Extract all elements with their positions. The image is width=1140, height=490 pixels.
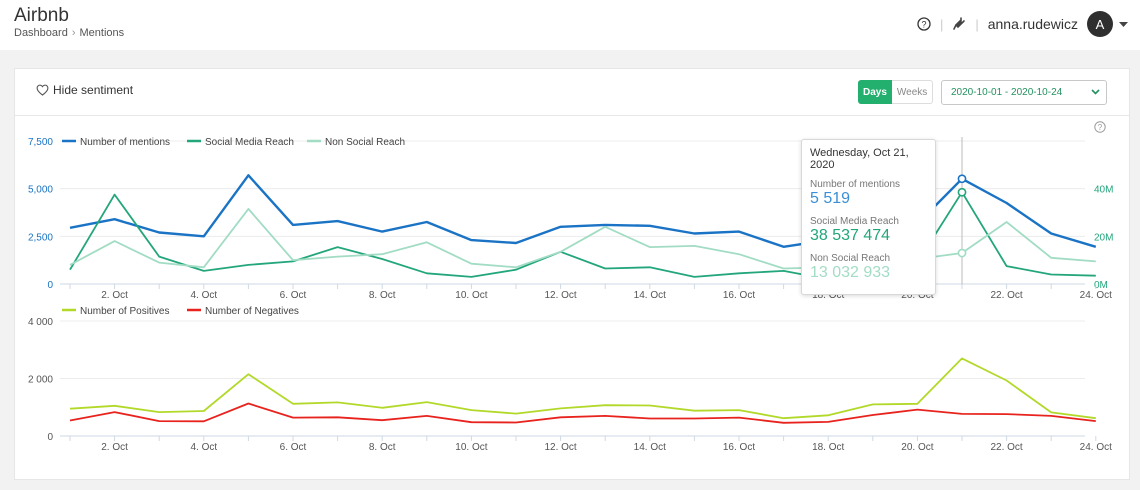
weeks-button[interactable]: Weeks bbox=[891, 80, 934, 104]
top-x-tick-label: 10. Oct bbox=[455, 290, 487, 301]
divider: | bbox=[939, 16, 944, 32]
svg-text:?: ? bbox=[1098, 123, 1103, 132]
top-y-tick-label: 5,000 bbox=[28, 185, 53, 196]
bottom-x-tick-label: 18. Oct bbox=[812, 442, 844, 453]
tooltip-label-mentions: Number of mentions bbox=[810, 179, 901, 190]
bottom-series-line-1 bbox=[69, 402, 1096, 424]
divider: | bbox=[975, 16, 979, 32]
plug-icon[interactable] bbox=[948, 13, 970, 35]
top-x-tick-label: 12. Oct bbox=[544, 290, 576, 301]
bottom-x-tick-label: 12. Oct bbox=[544, 442, 576, 453]
period-switch: Days Weeks bbox=[858, 80, 934, 104]
top-legend-label: Number of mentions bbox=[80, 137, 170, 148]
breadcrumb-separator: › bbox=[71, 27, 76, 39]
bottom-x-tick-label: 2. Oct bbox=[101, 442, 128, 453]
bottom-y-tick-label: 0 bbox=[47, 432, 53, 443]
tooltip-value-social: 38 537 474 bbox=[810, 227, 891, 244]
top-x-tick-label: 24. Oct bbox=[1080, 290, 1112, 301]
top-x-tick-label: 2. Oct bbox=[101, 290, 128, 301]
user-area: ? | | anna.rudewicz A bbox=[913, 10, 1128, 38]
top-legend-label: Non Social Reach bbox=[325, 137, 405, 148]
bottom-legend-label: Number of Positives bbox=[80, 306, 169, 317]
top-x-tick-label: 16. Oct bbox=[723, 290, 755, 301]
tooltip-date: Wednesday, Oct 21, 2020 bbox=[810, 147, 909, 171]
top-x-tick-label: 6. Oct bbox=[280, 290, 307, 301]
top-y-tick-label: 2,500 bbox=[28, 232, 53, 243]
hide-sentiment-label: Hide sentiment bbox=[53, 83, 134, 97]
bottom-x-tick-label: 16. Oct bbox=[723, 442, 755, 453]
chart-tooltip: Wednesday, Oct 21, 2020 Number of mentio… bbox=[801, 139, 936, 295]
days-button[interactable]: Days bbox=[858, 80, 892, 104]
bottom-x-tick-label: 14. Oct bbox=[634, 442, 666, 453]
breadcrumb-mentions: Mentions bbox=[79, 27, 125, 39]
bottom-legend-label: Number of Negatives bbox=[205, 306, 299, 317]
bottom-y-tick-label: 4 000 bbox=[28, 317, 53, 328]
top-y-tick-label: 7,500 bbox=[28, 137, 53, 148]
bottom-x-tick-label: 4. Oct bbox=[190, 442, 217, 453]
top-y-right-tick-label: 0M bbox=[1094, 280, 1108, 291]
top-y-right-tick-label: 40M bbox=[1094, 185, 1113, 196]
heart-icon bbox=[36, 84, 49, 96]
top-x-tick-label: 22. Oct bbox=[990, 290, 1022, 301]
top-x-tick-label: 4. Oct bbox=[190, 290, 217, 301]
tooltip-value-nonsocial: 13 032 933 bbox=[810, 264, 891, 281]
date-range-value: 2020-10-01 - 2020-10-24 bbox=[951, 87, 1063, 98]
username[interactable]: anna.rudewicz bbox=[987, 16, 1078, 32]
bottom-x-tick-label: 8. Oct bbox=[369, 442, 396, 453]
top-x-tick-label: 8. Oct bbox=[369, 290, 396, 301]
card-header: Hide sentiment Days Weeks 2020-10-01 - 2… bbox=[15, 69, 1129, 116]
bottom-x-tick-label: 24. Oct bbox=[1080, 442, 1112, 453]
chevron-down-icon bbox=[1091, 89, 1100, 95]
breadcrumb: Dashboard › Mentions bbox=[14, 27, 124, 39]
chart-help-icon[interactable]: ? bbox=[1094, 120, 1106, 138]
avatar[interactable]: A bbox=[1087, 11, 1113, 37]
help-icon[interactable]: ? bbox=[913, 13, 935, 35]
top-y-right-tick-label: 20M bbox=[1094, 232, 1113, 243]
bottom-x-tick-label: 10. Oct bbox=[455, 442, 487, 453]
bottom-y-tick-label: 2 000 bbox=[28, 375, 53, 386]
date-range-select[interactable]: 2020-10-01 - 2020-10-24 bbox=[941, 80, 1107, 105]
bottom-x-tick-label: 22. Oct bbox=[990, 442, 1022, 453]
top-legend-label: Social Media Reach bbox=[205, 137, 294, 148]
top-x-tick-label: 18. Oct bbox=[812, 290, 844, 301]
app-title: Airbnb bbox=[14, 5, 69, 26]
tooltip-value-mentions: 5 519 bbox=[810, 190, 851, 207]
top-hover-point-2 bbox=[957, 248, 967, 258]
bottom-series-line-0 bbox=[69, 357, 1096, 420]
top-y-tick-label: 0 bbox=[47, 280, 53, 291]
top-hover-point-0 bbox=[957, 174, 967, 184]
top-series-line-1 bbox=[69, 191, 1096, 281]
svg-text:?: ? bbox=[921, 20, 926, 30]
bottom-x-tick-label: 6. Oct bbox=[280, 442, 307, 453]
bottom-x-tick-label: 20. Oct bbox=[901, 442, 933, 453]
tooltip-label-nonsocial: Non Social Reach bbox=[810, 253, 891, 264]
top-bar: Airbnb Dashboard › Mentions ? | | anna.rud… bbox=[0, 0, 1140, 50]
breadcrumb-dashboard[interactable]: Dashboard bbox=[14, 27, 68, 39]
hide-sentiment-toggle[interactable]: Hide sentiment bbox=[36, 83, 133, 97]
top-x-tick-label: 20. Oct bbox=[901, 290, 933, 301]
top-hover-point-1 bbox=[957, 187, 967, 197]
chevron-down-icon[interactable] bbox=[1119, 15, 1128, 33]
top-x-tick-label: 14. Oct bbox=[634, 290, 666, 301]
tooltip-label-social: Social Media Reach bbox=[810, 216, 899, 227]
